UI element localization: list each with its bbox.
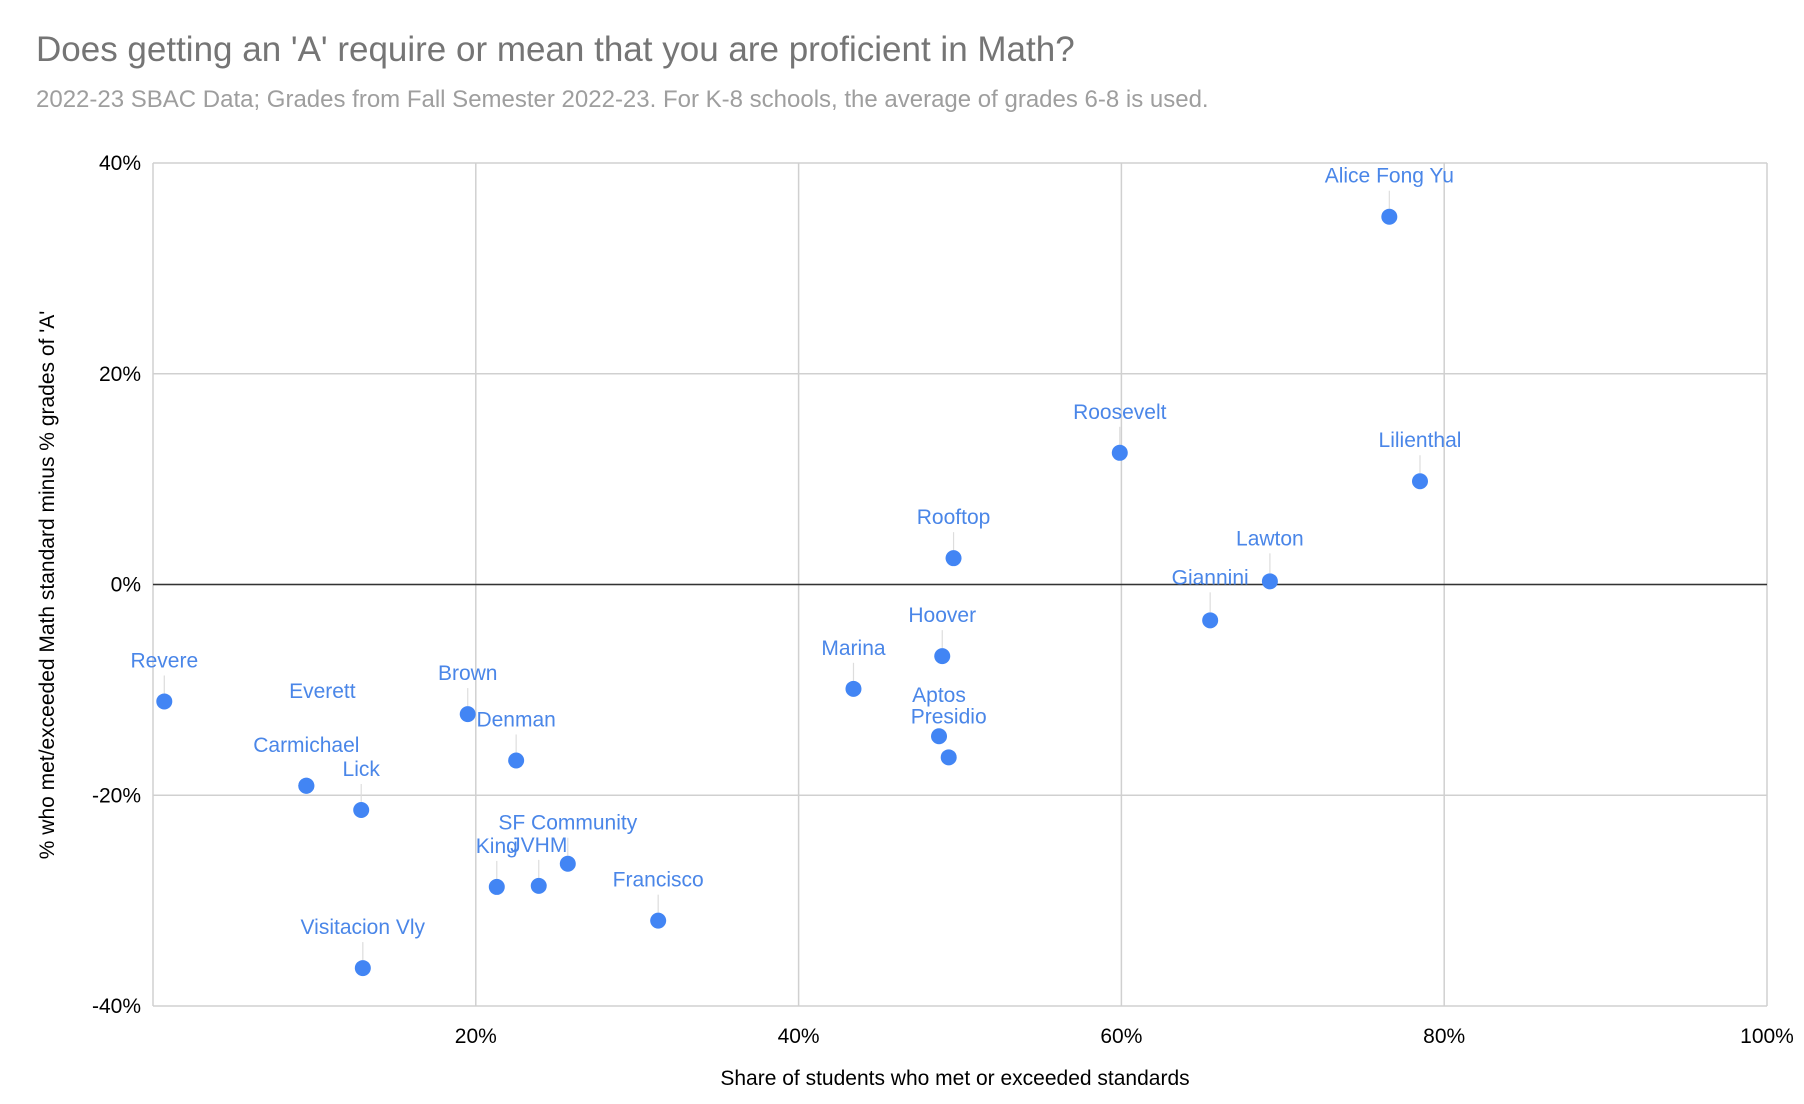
data-point xyxy=(1202,612,1219,629)
data-point-label: Brown xyxy=(438,662,498,685)
data-point-label: Visitacion Vly xyxy=(301,916,426,939)
x-tick-label: 20% xyxy=(455,1025,497,1048)
data-point-label: Lilienthal xyxy=(1379,429,1462,452)
data-point-label: Presidio xyxy=(911,705,987,728)
data-point xyxy=(156,693,173,710)
grid xyxy=(152,162,1768,1007)
y-tick-label: -40% xyxy=(92,995,141,1018)
data-point xyxy=(845,680,862,697)
x-axis-title: Share of students who met or exceeded st… xyxy=(720,1067,1189,1090)
x-tick-label: 40% xyxy=(778,1025,820,1048)
data-point xyxy=(353,802,370,819)
data-point xyxy=(945,550,962,567)
data-point xyxy=(650,912,667,929)
data-point xyxy=(508,752,525,769)
x-tick-label: 100% xyxy=(1740,1025,1794,1048)
data-point-label: Lawton xyxy=(1236,527,1304,550)
chart-subtitle: 2022-23 SBAC Data; Grades from Fall Seme… xyxy=(36,86,1209,113)
data-point xyxy=(559,855,576,872)
chart-title: Does getting an 'A' require or mean that… xyxy=(36,30,1075,69)
data-point-label: King xyxy=(476,835,518,858)
data-point-label: Aptos xyxy=(912,684,966,707)
axis-ticks: 20% 40% 60% 80% 100% 40% 20% 0% -20% -40% xyxy=(92,152,1794,1048)
data-points xyxy=(156,208,1428,977)
x-tick-label: 60% xyxy=(1100,1025,1142,1048)
label-leaders xyxy=(163,190,1421,961)
data-point-label: Revere xyxy=(130,649,198,672)
data-point-label: Roosevelt xyxy=(1073,401,1167,424)
data-point-label: Carmichael xyxy=(253,734,359,757)
data-point xyxy=(488,878,505,895)
data-point xyxy=(1381,208,1398,225)
data-point xyxy=(1261,573,1278,590)
data-point-label: Alice Fong Yu xyxy=(1325,165,1454,188)
data-point xyxy=(530,877,547,894)
point-labels: Alice Fong Yu Roosevelt Lilienthal Rooftop L… xyxy=(130,165,1461,939)
data-point xyxy=(940,749,957,766)
data-point xyxy=(298,777,315,794)
data-point-label: Lick xyxy=(343,758,381,781)
y-tick-label: 20% xyxy=(99,363,141,386)
y-axis-title: % who met/exceeded Math standard minus %… xyxy=(36,311,59,859)
data-point xyxy=(934,648,951,665)
y-tick-label: -20% xyxy=(92,784,141,807)
data-point xyxy=(1411,473,1428,490)
data-point-label: JVHM xyxy=(510,834,567,857)
data-point-label: Everett xyxy=(289,680,356,703)
data-point xyxy=(931,728,948,745)
data-point xyxy=(354,960,371,977)
y-tick-label: 0% xyxy=(111,574,141,597)
data-point-label: SF Community xyxy=(498,812,637,835)
x-tick-label: 80% xyxy=(1423,1025,1465,1048)
data-point xyxy=(459,706,476,723)
data-point-label: Hoover xyxy=(908,604,976,627)
data-point-label: Rooftop xyxy=(917,506,991,529)
y-tick-label: 40% xyxy=(99,152,141,175)
data-point-label: Marina xyxy=(821,637,886,660)
data-point-label: Denman xyxy=(476,708,555,731)
data-point-label: Giannini xyxy=(1172,566,1249,589)
data-point-label: Francisco xyxy=(613,869,704,892)
data-point xyxy=(1111,444,1128,461)
